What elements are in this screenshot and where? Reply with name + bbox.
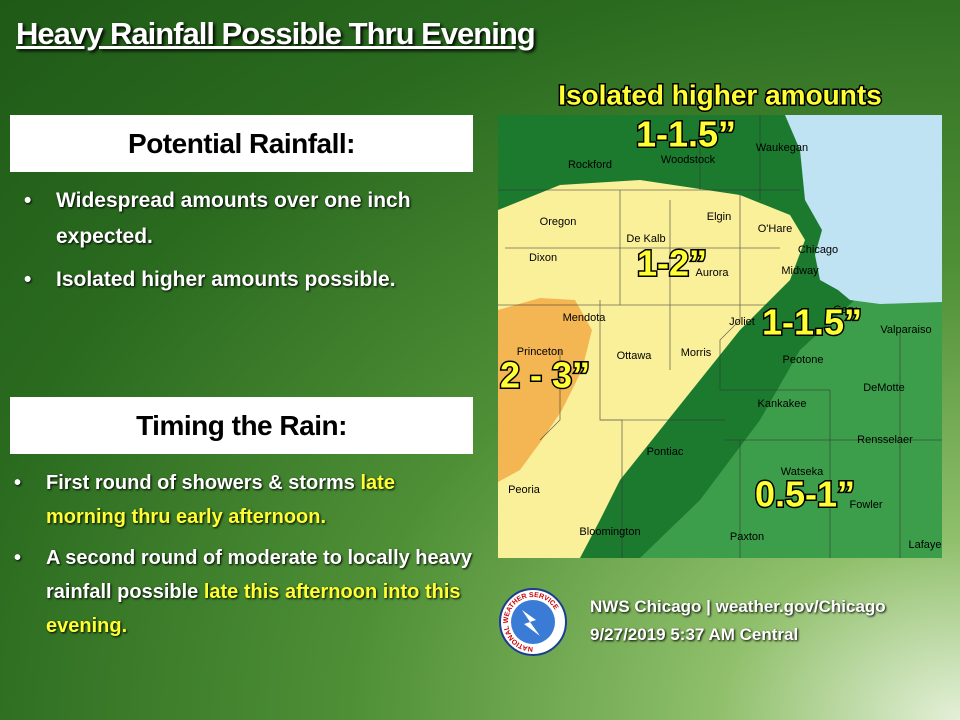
lake: [785, 115, 942, 304]
city-label: Valparaiso: [880, 324, 931, 336]
city-label: Paxton: [730, 531, 764, 543]
city-label: Midway: [781, 265, 819, 277]
city-label: O'Hare: [758, 223, 793, 235]
region-orange: [498, 298, 592, 482]
bullet-text: Widespread amounts over one inch expecte…: [56, 189, 411, 248]
bullet-list: Widespread amounts over one inch expecte…: [20, 183, 460, 305]
city-label: Rockford: [568, 159, 612, 171]
county-lines: [498, 115, 942, 558]
bullet-list: First round of showers & storms late mor…: [10, 466, 480, 650]
rainfall-amount: 0.5-1”: [755, 474, 855, 515]
bullet-text: A second round of moderate to locally he…: [46, 547, 473, 603]
rainfall-amount: 1-2”: [637, 243, 707, 284]
nws-logo: NATIONAL WEATHER SERVICE: [499, 588, 567, 656]
city-label: Joliet: [729, 316, 755, 328]
city-label: Dixon: [529, 252, 557, 264]
bullet: Widespread amounts over one inch expecte…: [20, 183, 460, 255]
bullet-text: First round of showers & storms: [46, 472, 361, 494]
city-label: Kankakee: [758, 398, 807, 410]
map-area: Rockford Woodstock Waukegan Elgin Oregon De K…: [498, 115, 942, 558]
bullet-text: Isolated higher amounts possible.: [56, 268, 396, 291]
region-yellow: [498, 180, 805, 558]
city-label: Chicago: [798, 244, 838, 256]
rainfall-amount: 1-1.5”: [636, 114, 736, 155]
city-label: Fowler: [849, 499, 882, 511]
city-label: Gary: [833, 304, 857, 316]
highlight-text: late this afternoon into this evening.: [46, 581, 461, 637]
section-heading: Timing the Rain:: [10, 397, 473, 454]
city-label: Bloomington: [579, 526, 640, 538]
city-label: Woodstock: [661, 154, 716, 166]
city-label: Oregon: [540, 216, 577, 228]
city-label: DeMotte: [863, 382, 905, 394]
city-label: Morris: [681, 347, 712, 359]
highlight-text: late morning thru early afternoon.: [46, 472, 395, 528]
rainfall-amount: Isolated higher amounts: [558, 79, 882, 110]
city-label: Waukegan: [756, 142, 808, 154]
city-label: Ottawa: [617, 350, 653, 362]
city-label: Elgin: [707, 211, 731, 223]
city-label: Mendota: [563, 312, 607, 324]
city-label: Peoria: [508, 484, 541, 496]
bullet: First round of showers & storms late mor…: [10, 466, 480, 534]
city-label: Peotone: [783, 354, 824, 366]
section-heading: Potential Rainfall:: [10, 115, 473, 172]
footer-line: NWS Chicago | weather.gov/Chicago: [590, 597, 886, 616]
title: Heavy Rainfall Possible Thru Evening: [16, 16, 536, 51]
city-label: Aurora: [695, 267, 729, 279]
city-label: Rensselaer: [857, 434, 913, 446]
rainfall-amount: 1-1.5”: [762, 302, 862, 343]
footer-line: 9/27/2019 5:37 AM Central: [590, 625, 799, 644]
bullet: A second round of moderate to locally he…: [10, 541, 480, 643]
city-label: Pontiac: [647, 446, 684, 458]
city-label: Watseka: [781, 466, 824, 478]
rainfall-amount: 2 - 3”: [500, 355, 590, 396]
bullet: Isolated higher amounts possible.: [20, 262, 460, 298]
city-label: Princeton: [517, 346, 563, 358]
city-label: De Kalb: [626, 233, 665, 245]
city-label: Lafaye: [908, 539, 941, 551]
